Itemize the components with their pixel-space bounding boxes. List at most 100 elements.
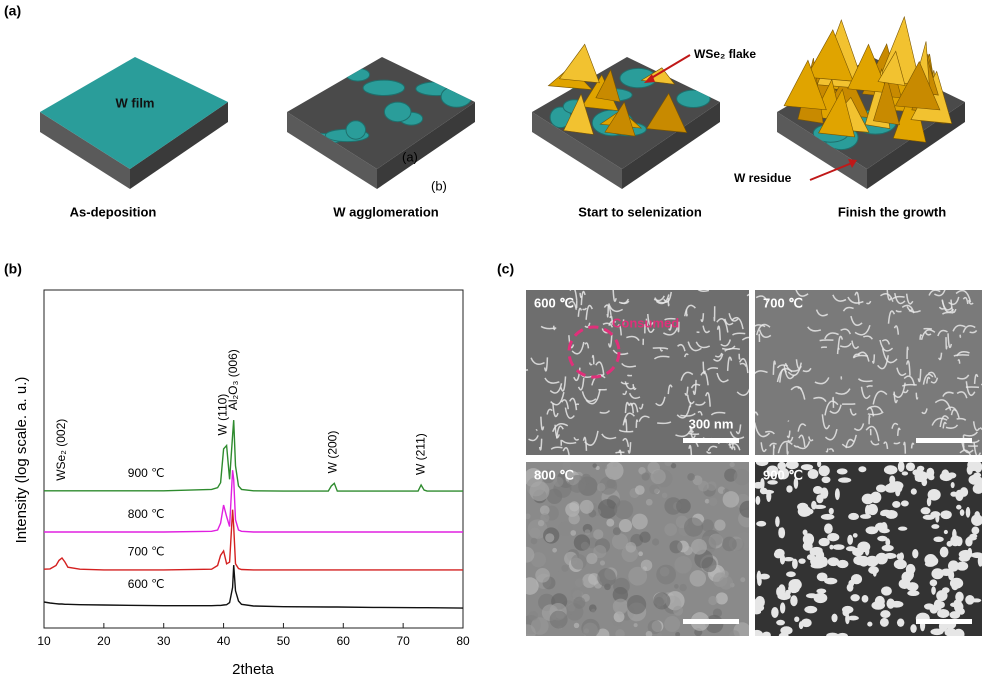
blob [345,67,371,82]
texture [905,462,916,472]
texture [677,343,686,352]
texture [875,484,887,493]
texture [569,290,578,301]
texture [957,359,961,364]
texture [950,602,959,608]
texture [956,504,962,510]
x-tick-label: 70 [396,634,410,648]
texture [756,570,762,583]
blob [345,120,367,140]
texture [566,304,573,308]
texture [792,558,798,570]
texture [562,447,570,455]
texture [802,367,812,373]
texture [568,513,580,525]
series-label: 900 ℃ [128,466,165,480]
texture [816,572,828,582]
texture [865,555,879,567]
sem-image [526,462,749,636]
texture [756,520,767,527]
texture [949,611,961,619]
texture [835,388,851,395]
texture [550,391,565,406]
texture [538,438,543,451]
texture [790,385,806,400]
texture [721,570,729,578]
texture [846,583,854,592]
caption: As-deposition [70,204,157,219]
texture [863,335,873,340]
y-axis-label: Intensity (log scale. a. u.) [13,377,30,544]
texture [569,501,580,512]
texture [883,465,898,475]
texture [860,386,871,399]
texture [937,608,950,618]
texture [806,533,814,545]
texture [951,581,959,591]
texture [593,529,604,540]
texture [581,618,600,636]
texture [645,630,653,636]
flake [604,101,636,137]
texture [933,290,946,297]
texture [586,552,598,565]
texture [606,305,610,318]
texture [526,513,531,520]
texture [786,485,793,493]
texture [895,309,902,313]
scale-bar [916,619,972,624]
texture [887,310,896,324]
texture [947,560,959,572]
texture [793,477,799,489]
texture [549,610,568,629]
texture [664,497,682,515]
texture [530,552,547,568]
texture [596,483,606,492]
texture [941,469,950,479]
texture [605,462,624,480]
texture [580,541,590,551]
texture [614,500,634,520]
texture [927,371,937,378]
x-tick-label: 60 [337,634,351,648]
texture [541,462,561,475]
texture [584,342,590,349]
texture [919,334,923,340]
texture [969,329,978,334]
texture [546,408,553,415]
texture [705,392,711,407]
texture [937,329,948,337]
texture [832,396,835,408]
texture [627,442,632,454]
texture [573,596,586,609]
texture [915,392,919,400]
flake [595,68,621,103]
texture [836,559,849,569]
flake [877,50,906,86]
texture [609,315,614,325]
texture [819,339,834,342]
texture [939,546,949,558]
texture [857,541,871,553]
texture [656,632,663,636]
texture [766,490,772,503]
texture [588,573,600,585]
flake [873,75,900,126]
annotation: Consumed [612,315,679,330]
texture [865,425,880,442]
blob [289,65,328,87]
texture [760,442,767,453]
texture [737,564,747,574]
texture [746,293,749,297]
texture [787,362,802,376]
texture [573,437,580,441]
x-tick-label: 50 [277,634,291,648]
texture [864,504,871,517]
texture [687,473,695,481]
texture [910,624,917,633]
texture [767,480,778,485]
texture [779,553,786,565]
series-label: 800 ℃ [128,507,165,521]
texture [553,476,564,487]
texture [940,510,952,520]
